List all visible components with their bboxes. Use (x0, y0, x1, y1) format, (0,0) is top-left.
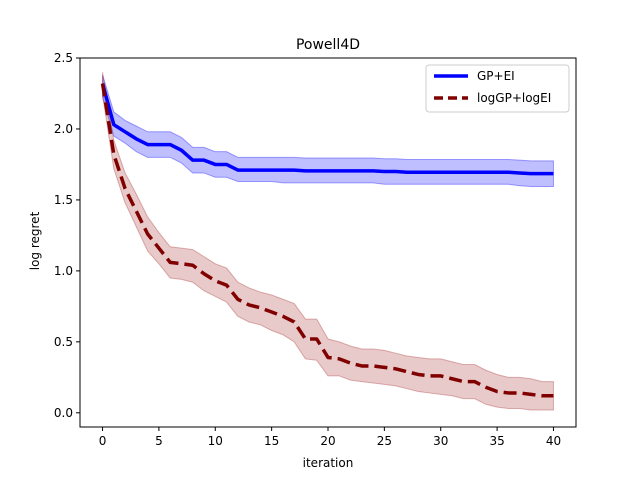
x-tick-label: 15 (264, 434, 279, 448)
x-tick-label: 40 (546, 434, 561, 448)
legend-label-gp-ei: GP+EI (477, 69, 515, 83)
x-tick-label: 0 (99, 434, 107, 448)
y-tick-label: 2.5 (54, 51, 73, 65)
x-tick-label: 25 (377, 434, 392, 448)
y-tick-label: 2.0 (54, 122, 73, 136)
chart-title: Powell4D (296, 37, 360, 53)
y-tick-label: 0.0 (54, 406, 73, 420)
x-tick-label: 5 (155, 434, 163, 448)
x-tick-label: 20 (320, 434, 335, 448)
y-tick-label: 1.0 (54, 264, 73, 278)
x-tick-label: 35 (489, 434, 504, 448)
y-tick-label: 1.5 (54, 193, 73, 207)
x-tick-label: 30 (433, 434, 448, 448)
y-tick-label: 0.5 (54, 335, 73, 349)
x-axis-label: iteration (303, 456, 354, 470)
legend-label-loggp-logei: logGP+logEI (477, 91, 551, 105)
y-axis-label: log regret (28, 211, 42, 270)
x-tick-label: 10 (208, 434, 223, 448)
legend: GP+EI logGP+logEI (426, 65, 569, 112)
